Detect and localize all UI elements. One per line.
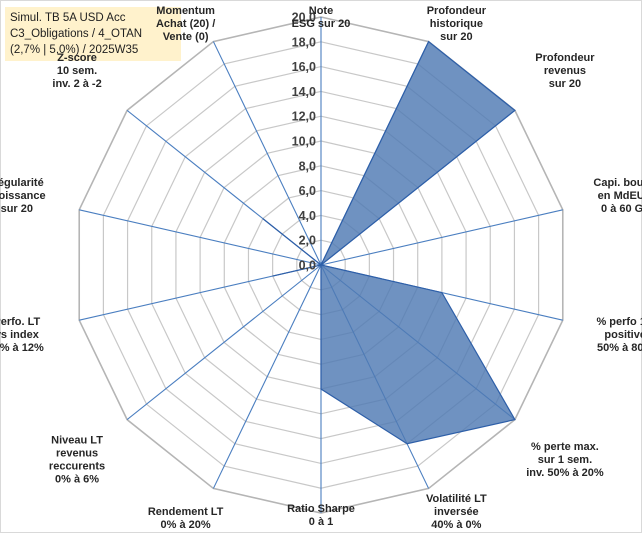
axis-label: inv. 50% à 20%: [526, 467, 604, 479]
axis-label: ESG sur 20: [292, 18, 351, 30]
axis-label-group: % perte max.sur 1 sem.inv. 50% à 20%: [526, 441, 604, 479]
axis-label: 0 à 1: [309, 516, 333, 528]
tick-label: 4,0: [299, 209, 316, 223]
axis-spoke: [212, 264, 322, 489]
axis-label: 10 sem.: [57, 65, 97, 77]
axis-label-group: Régularitécroissancesur 20: [0, 177, 46, 215]
axis-label: Z-score: [57, 52, 97, 64]
tick-label: 20,0: [292, 11, 316, 25]
axis-label: Volatilité LT: [426, 493, 487, 505]
tick-label: 14,0: [292, 85, 316, 99]
tick-label: 18,0: [292, 35, 316, 49]
tick-label: 6,0: [299, 184, 316, 198]
title-line-1: Simul. TB 5A USD Acc: [10, 12, 126, 24]
axis-label: Perfo. LT: [0, 316, 41, 328]
axis-label: inversée: [434, 506, 479, 518]
axis-label: sur 20: [549, 78, 581, 90]
axis-label: sur 20: [1, 203, 33, 215]
axis-label-group: Perfo. LTvs index-8% à 12%: [0, 316, 44, 354]
axis-label: sur 1 sem.: [538, 454, 592, 466]
title-line-2: C3_Obligations / 4_OTAN: [10, 28, 143, 40]
axis-spoke: [320, 209, 563, 266]
axis-label: revenus: [544, 65, 586, 77]
radar-series: [262, 40, 516, 445]
axis-label: historique: [430, 18, 483, 30]
series-area: [262, 40, 516, 445]
radar-tick-labels: 0,0 2,0 4,0 6,0 8,0 10,0 12,0 14,0 16,0 18,0 20,0: [292, 11, 316, 273]
axis-label-group: Rendement LT0% à 20%: [148, 506, 224, 531]
axis-label-group: Capi. bours.en MdEUR0 à 60 G€: [593, 177, 642, 215]
axis-label: reccurents: [49, 461, 105, 473]
axis-label: Ratio Sharpe: [287, 503, 355, 515]
axis-label: Régularité: [0, 177, 44, 189]
axis-label: Momentum: [156, 5, 215, 17]
axis-spoke: [212, 41, 322, 266]
axis-label: revenus: [56, 448, 98, 460]
tick-label: 16,0: [292, 60, 316, 74]
axis-label: Niveau LT: [51, 435, 103, 447]
axis-label: 0% à 6%: [55, 474, 99, 486]
axis-label: Profondeur: [535, 52, 595, 64]
axis-label: % perte max.: [531, 441, 599, 453]
axis-label: en MdEUR: [598, 190, 642, 202]
tick-label: 12,0: [292, 110, 316, 124]
axis-label: % perfo 1A: [596, 316, 642, 328]
axis-spoke: [126, 264, 322, 421]
axis-label: 0 à 60 G€: [601, 203, 642, 215]
axis-label: Note: [309, 5, 333, 17]
tick-label: 2,0: [299, 234, 316, 248]
axis-label: sur 20: [440, 31, 472, 43]
axis-label: Profondeur: [427, 5, 487, 17]
axis-label: vs index: [0, 329, 40, 341]
chart-title-box: Simul. TB 5A USD Acc C3_Obligations / 4_…: [5, 7, 181, 61]
tick-label: 10,0: [292, 135, 316, 149]
axis-label: Capi. bours.: [593, 177, 642, 189]
axis-label: 40% à 0%: [431, 519, 481, 531]
title-line-3: (2,7% | 5,0%) / 2025W35: [10, 44, 139, 56]
axis-label: Vente (0): [163, 31, 209, 43]
axis-label: inv. 2 à -2: [52, 78, 101, 90]
axis-label: Achat (20) /: [156, 18, 215, 30]
axis-label: 50% à 80%: [597, 342, 642, 354]
tick-label: 8,0: [299, 159, 316, 173]
axis-label: -8% à 12%: [0, 342, 44, 354]
axis-label: 0% à 20%: [161, 519, 211, 531]
tick-label: 0,0: [299, 259, 316, 273]
axis-label-group: % perfo 1Apositive50% à 80%: [596, 316, 642, 354]
axis-spoke: [79, 209, 322, 266]
axis-label: positive: [604, 329, 642, 341]
axis-label: croissance: [0, 190, 46, 202]
axis-label: Rendement LT: [148, 506, 224, 518]
